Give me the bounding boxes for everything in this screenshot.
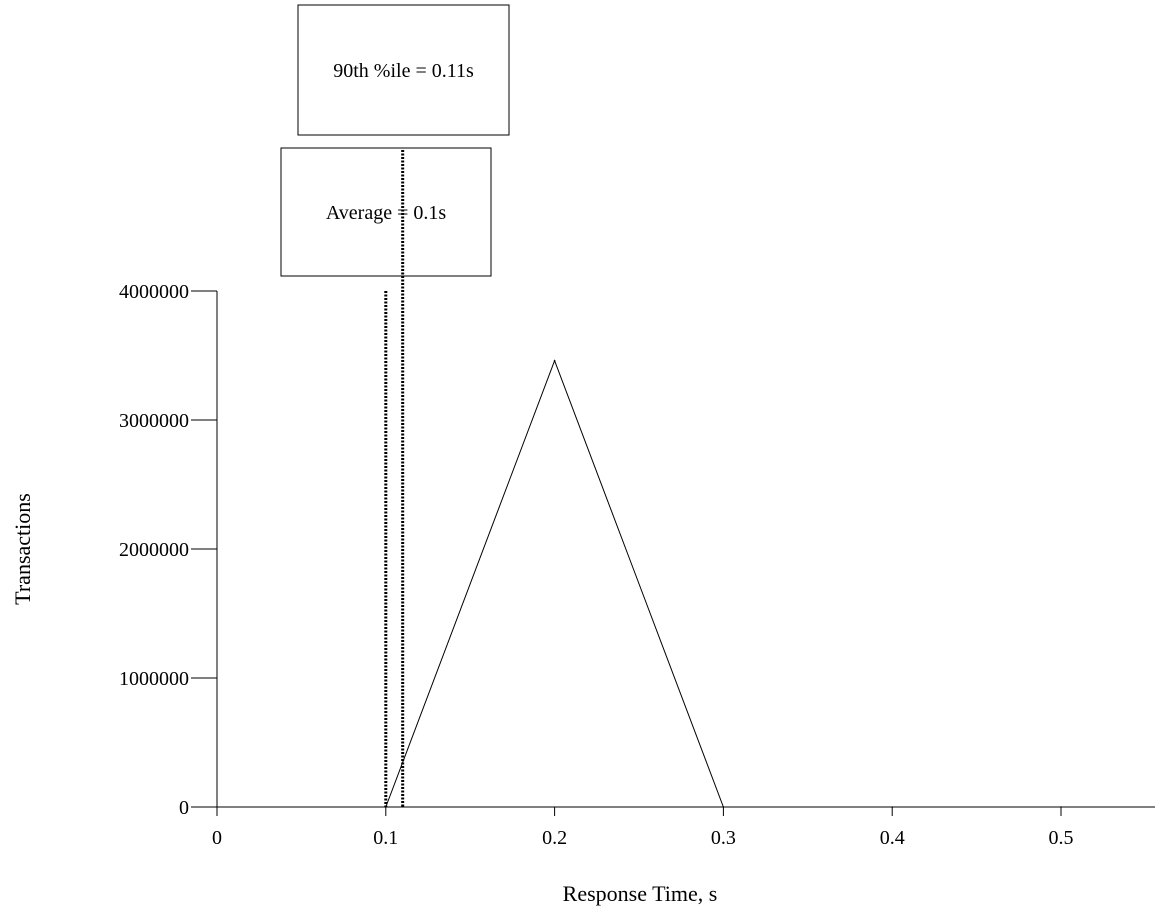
- data-point: [891, 806, 893, 808]
- series-layer: [385, 359, 1062, 808]
- x-tick-label: 0.5: [1049, 827, 1074, 849]
- y-tick-label: 0: [179, 797, 189, 819]
- x-tick-label: 0.1: [373, 827, 398, 849]
- data-point: [722, 806, 725, 808]
- y-tick-label: 1000000: [119, 668, 189, 690]
- x-axis-title: Response Time, s: [563, 881, 718, 906]
- marker-label-box: [280, 147, 492, 277]
- marker-label-box: [297, 4, 510, 136]
- marker-label: 90th %ile = 0.11s: [333, 60, 474, 82]
- x-tick-label: 0.2: [542, 827, 567, 849]
- y-axis-title: Transactions: [10, 493, 35, 605]
- y-tick-label: 2000000: [119, 539, 189, 561]
- marker-layer: Average = 0.1s 90th %ile = 0.11s: [280, 4, 510, 807]
- series-line: [385, 359, 1061, 808]
- axes: 0 0.1 0.2 0.3 0.4 0.5 0 1000000 2000000 3000000 40…: [119, 281, 1155, 849]
- marker-p90: 90th %ile = 0.11s: [297, 4, 510, 807]
- marker-average: Average = 0.1s: [280, 147, 492, 807]
- data-point: [1060, 806, 1062, 808]
- data-point: [553, 359, 556, 362]
- y-tick-label: 4000000: [119, 281, 189, 303]
- x-tick-label: 0.3: [711, 827, 736, 849]
- x-tick-label: 0.4: [880, 827, 905, 849]
- x-tick-label: 0: [212, 827, 222, 849]
- marker-label: Average = 0.1s: [326, 202, 447, 224]
- y-tick-label: 3000000: [119, 410, 189, 432]
